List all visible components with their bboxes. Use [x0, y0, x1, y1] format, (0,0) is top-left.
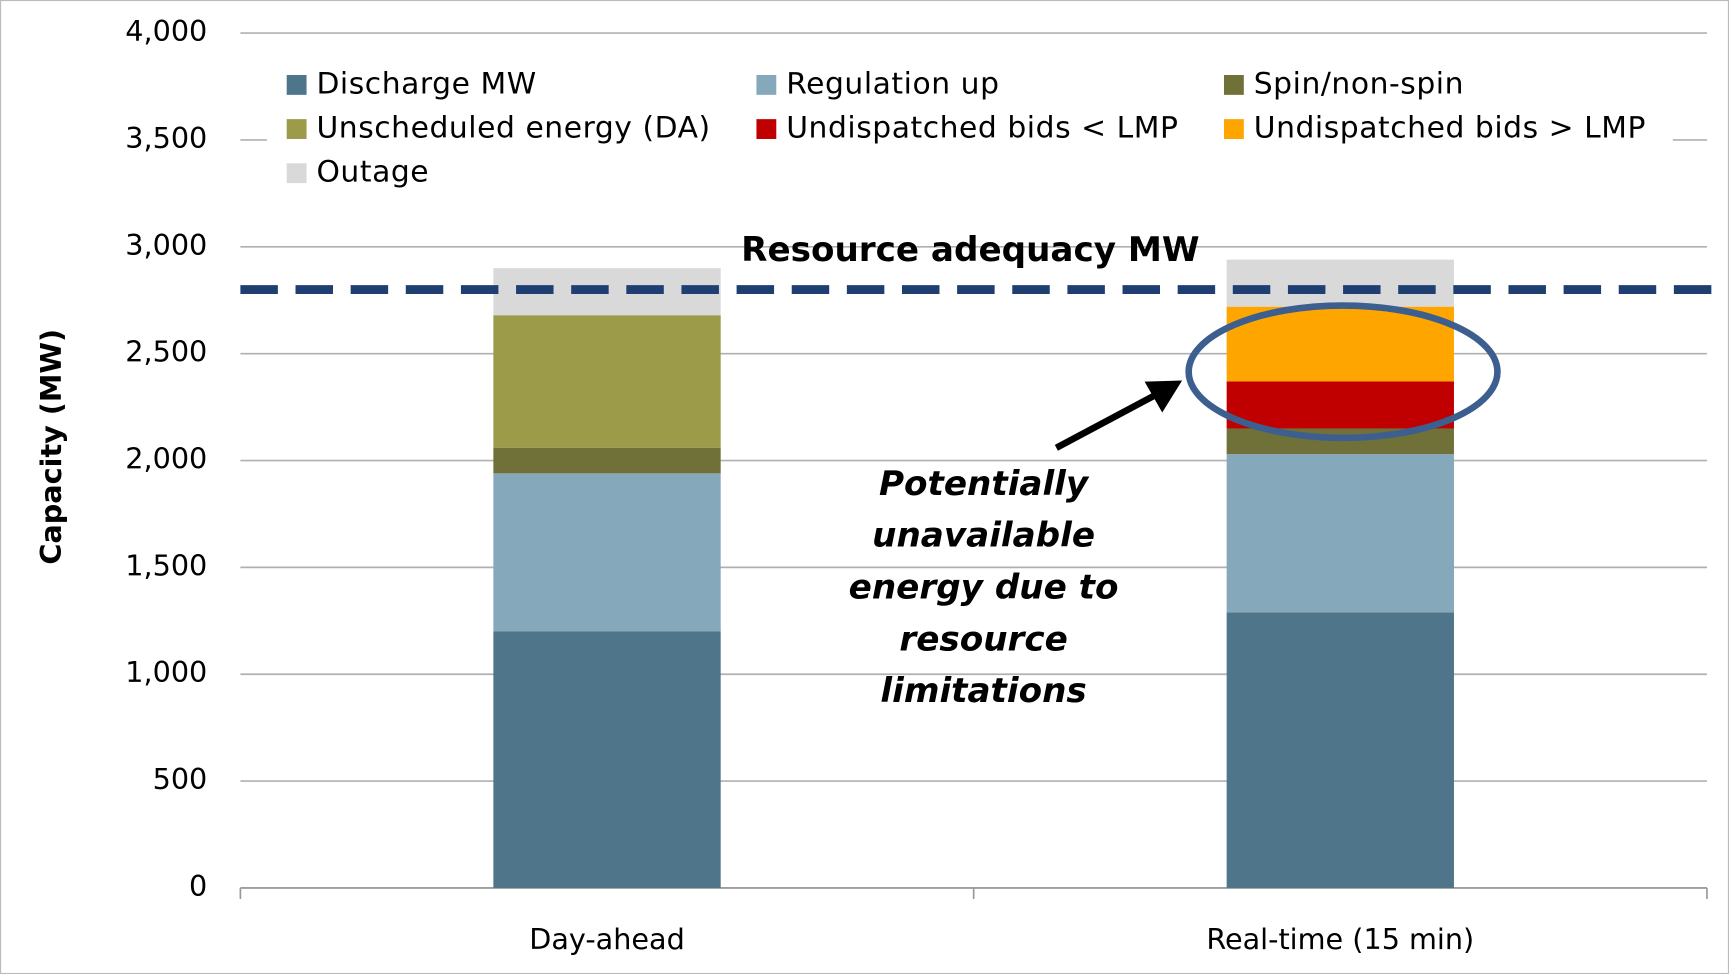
- legend-label: Spin/non-spin: [1254, 66, 1464, 101]
- bar-segment: [1226, 306, 1454, 382]
- reference-label: Resource adequacy MW: [741, 230, 1199, 270]
- y-tick-label: 3,000: [125, 228, 207, 262]
- y-tick-label: 2,000: [125, 442, 207, 476]
- legend-swatch: [286, 119, 307, 139]
- bar-segment: [1226, 612, 1454, 888]
- legend-label: Regulation up: [786, 66, 999, 101]
- x-tick-label: Real-time (15 min): [1206, 922, 1474, 956]
- legend-swatch: [756, 75, 777, 95]
- annotations: Resource adequacy MW Potentially unavailab…: [240, 230, 1729, 711]
- y-tick-label: 500: [153, 762, 208, 796]
- bar-segment: [493, 473, 721, 632]
- legend-label: Undispatched bids < LMP: [786, 111, 1178, 146]
- y-axis-label: Capacity (MW): [34, 329, 68, 565]
- legend-swatch: [756, 119, 777, 139]
- grid: 0 500 1,000 1,500 2,000 2,500 3,000 3,500 4,000: [125, 14, 1708, 903]
- bar-segment: [493, 631, 721, 888]
- bar-segment: [1226, 259, 1454, 307]
- x-tick-label: Day-ahead: [529, 922, 685, 956]
- legend-label: Unscheduled energy (DA): [316, 111, 710, 146]
- bars: Day-ahead Real-time (15 min): [493, 259, 1474, 956]
- annotation-text: limitations: [880, 671, 1086, 711]
- legend-label: Discharge MW: [316, 66, 536, 101]
- annotation-text: resource: [899, 619, 1067, 659]
- y-tick-label: 1,500: [125, 548, 207, 582]
- y-tick-label: 4,000: [125, 14, 207, 48]
- arrow-shaft: [1054, 390, 1160, 451]
- annotation-text: Potentially: [879, 464, 1090, 504]
- highlight-ellipse: [1185, 302, 1501, 442]
- y-tick-label: 2,500: [125, 335, 207, 369]
- legend-background: [266, 60, 1673, 196]
- bar-segment: [1226, 381, 1454, 429]
- arrow-head: [1144, 380, 1183, 413]
- legend-swatch: [1223, 75, 1244, 95]
- annotation-text: unavailable: [872, 516, 1095, 556]
- bar-segment: [1226, 454, 1454, 613]
- legend: Discharge MW Regulation up Spin/non-spin Un…: [266, 60, 1673, 196]
- y-tick-label: 3,500: [125, 121, 207, 155]
- legend-swatch: [1223, 119, 1244, 139]
- y-tick-label: 0: [189, 869, 207, 903]
- y-tick-label: 1,000: [125, 655, 207, 689]
- legend-swatch: [286, 163, 307, 184]
- legend-label: Outage: [316, 155, 429, 190]
- bar-segment: [493, 447, 721, 474]
- bar-segment: [493, 315, 721, 448]
- legend-label: Undispatched bids > LMP: [1254, 111, 1646, 146]
- legend-swatch: [286, 75, 307, 95]
- annotation-text: energy due to: [849, 568, 1119, 608]
